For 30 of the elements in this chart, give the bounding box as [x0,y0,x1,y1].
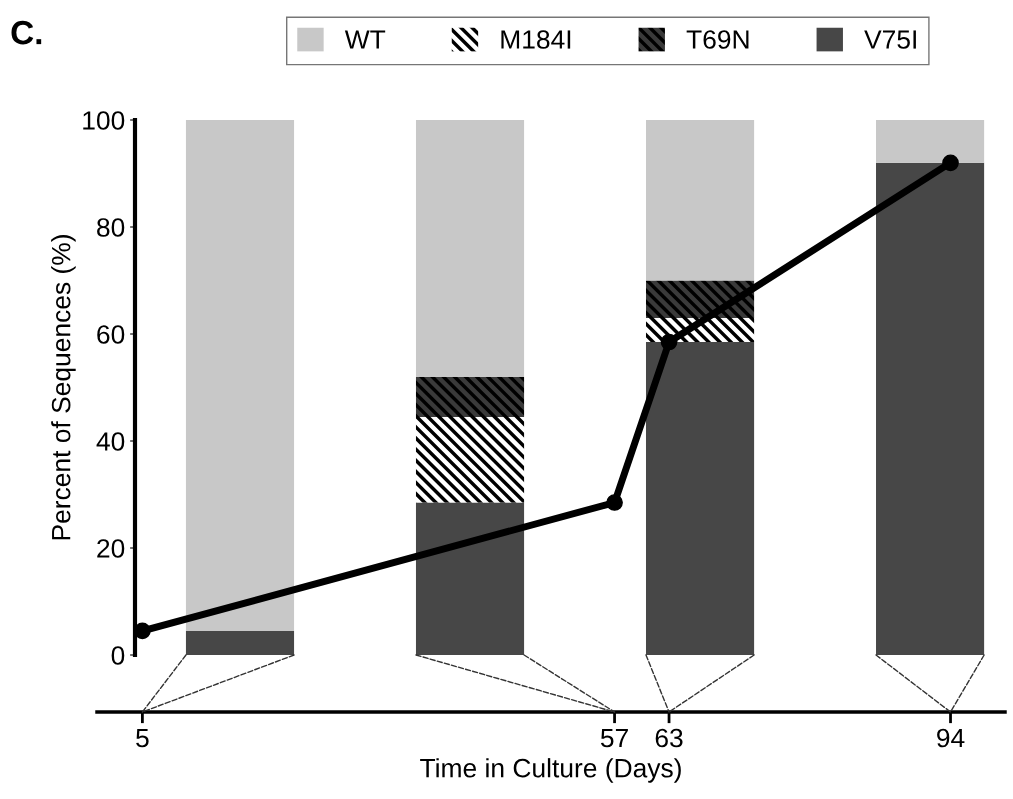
bar [876,162,985,655]
y-tick-label: 40 [96,432,125,451]
y-axis-title: Percent of Sequences (%) [51,235,76,540]
point [942,154,959,172]
x-tick-label: 63 [655,728,683,748]
bar [415,416,525,503]
point [606,494,623,511]
legend-label: M184I [501,30,571,49]
y-tick-label: 80 [97,218,125,237]
legend-label: V75I [864,30,916,49]
bar [185,630,295,655]
legend-label: WT [344,30,386,49]
text: C. [11,20,42,45]
y-tick-label: 20 [97,539,125,558]
bar [415,376,525,417]
legend-label: T69N [686,30,749,49]
x-tick-label: 94 [937,728,965,748]
bar [415,120,525,377]
y-tick-label: 100 [83,111,125,130]
x-axis-title: Time in Culture (Days) [420,758,681,783]
x-tick-label: 57 [600,728,628,748]
bar [646,342,755,655]
point [660,333,678,351]
bar [876,120,985,163]
y-tick-label: 60 [97,325,125,344]
bar [646,120,755,281]
y-tick-label: 0 [111,646,125,665]
bar [415,502,525,655]
x-tick-label: 5 [136,728,149,748]
bar [185,120,295,631]
